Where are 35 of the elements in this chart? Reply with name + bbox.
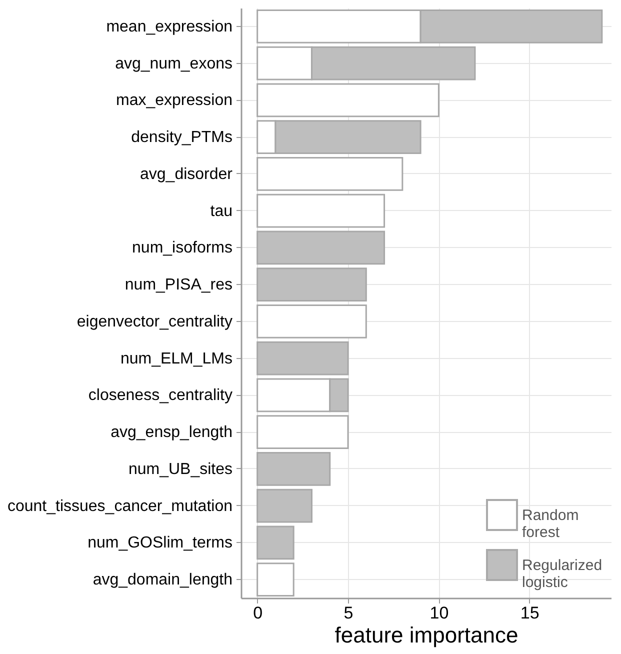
bar (256, 341, 349, 376)
bar (256, 194, 386, 228)
bar (256, 83, 440, 118)
x-tick-label: 10 (430, 604, 449, 622)
bar (256, 230, 386, 265)
y-tick-label: avg_ensp_length (110, 424, 232, 442)
y-tick-label: mean_expression (106, 18, 232, 36)
bar (256, 452, 331, 486)
bar (256, 488, 312, 523)
y-tick-label: tau (210, 202, 232, 220)
bar (256, 268, 367, 302)
y-tick-label: density_PTMs (131, 129, 232, 146)
bar (256, 156, 404, 191)
x-tick-label: 0 (253, 604, 263, 622)
y-tick-label: num_GOSlim_terms (88, 534, 232, 552)
legend-label: Random forest (522, 507, 579, 541)
bar (256, 526, 294, 560)
y-tick-label: closeness_centrality (88, 387, 232, 404)
y-tick-label: count_tissues_cancer_mutation (7, 498, 232, 515)
y-tick-label: num_isoforms (132, 240, 232, 257)
legend-label: Regularized logistic (522, 557, 602, 591)
bar (256, 415, 349, 450)
y-tick-label: avg_disorder (140, 166, 234, 183)
y-tick-label: avg_domain_length (92, 572, 232, 589)
x-tick-label: 15 (520, 604, 540, 622)
bar (256, 562, 294, 597)
y-tick-label: eigenvector_centrality (76, 313, 232, 330)
y-tick-label: num_UB_sites (128, 460, 232, 478)
y-tick-label: max_expression (116, 92, 232, 110)
x-tick-label: 5 (344, 604, 354, 622)
y-tick-label: avg_num_exons (115, 55, 232, 72)
y-tick-label: num_PISA_res (124, 276, 232, 294)
x-axis-title: feature importance (334, 622, 518, 648)
bar (256, 304, 367, 338)
y-tick-label: num_ELM_LMs (120, 350, 232, 368)
